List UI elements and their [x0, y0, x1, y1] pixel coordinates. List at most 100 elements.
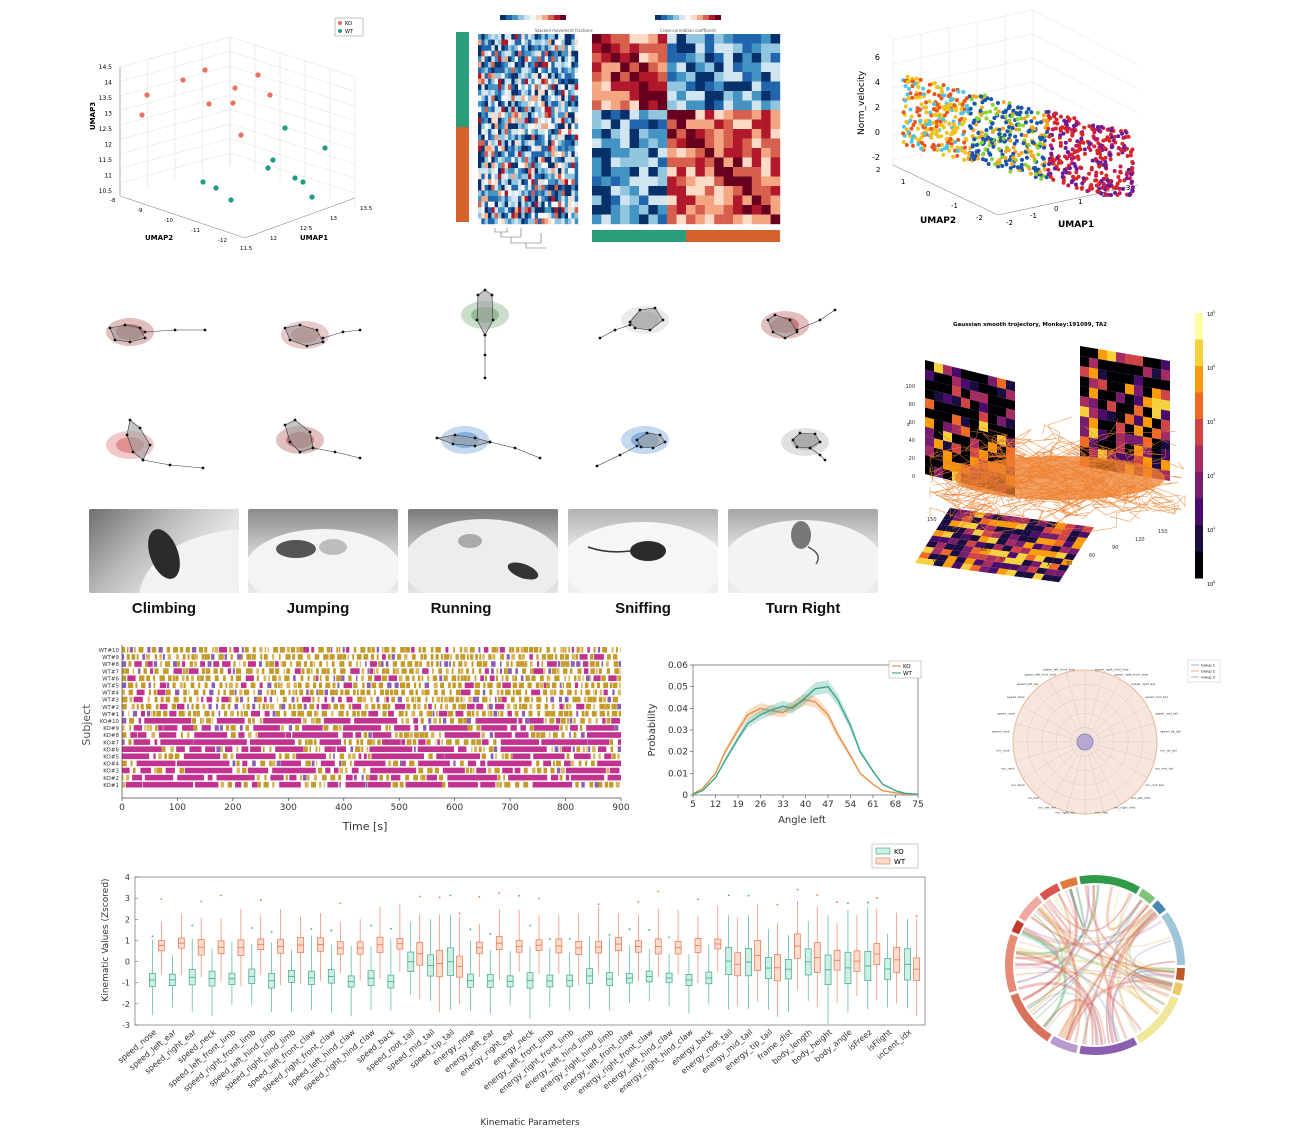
ethogram-bout [461, 690, 471, 696]
traj-wall-cell [1089, 368, 1098, 380]
heat-cell-left [555, 174, 559, 180]
heat-cell-left [538, 107, 542, 113]
pose-keypoint [322, 341, 325, 344]
line-plot-frame [693, 665, 918, 795]
ethogram-bout [389, 675, 398, 681]
heat-cell-right [695, 63, 705, 73]
heat-cell-left [555, 90, 559, 96]
heat-cell-left [548, 101, 552, 107]
ethogram-bout [182, 675, 185, 681]
vel-point [1046, 168, 1050, 172]
ethogram-bout [387, 683, 391, 689]
heat-cell-left [495, 202, 499, 208]
vel-point [941, 117, 945, 121]
heat-cell-left [571, 51, 575, 57]
traj-wall-cell [1125, 354, 1134, 366]
vel-point [1012, 146, 1016, 150]
umap-point-ko [255, 72, 260, 77]
trajectory-chart: Gaussian smooth trojectory, Monkey:19109… [895, 308, 1225, 598]
ethogram-bout [197, 675, 200, 681]
heat-cell-left [551, 213, 555, 219]
ethogram-bout [487, 683, 492, 689]
ethogram-bout [316, 690, 318, 696]
ethogram-bout [288, 704, 291, 710]
ethogram-bout [483, 654, 485, 660]
ethogram-bout [531, 690, 540, 696]
ethogram-bout [472, 711, 474, 717]
heat-cell-left [568, 157, 572, 163]
heat-cell-left [565, 174, 569, 180]
ethogram-bout [146, 675, 150, 681]
heat-cell-right [742, 177, 752, 187]
heat-cell-left [541, 34, 545, 40]
ethogram-bout [333, 754, 335, 760]
heat-cell-left [545, 168, 549, 174]
heat-cell-right [630, 44, 640, 54]
heat-cell-left [501, 84, 505, 90]
ethogram-bout [458, 668, 460, 674]
ethogram-bout [325, 746, 333, 752]
heat-cell-left [565, 84, 569, 90]
heat-cell-right [667, 186, 677, 196]
bottom-bar-wt [592, 230, 686, 242]
heat-cell-left [525, 51, 529, 57]
ethogram-bout [482, 739, 489, 745]
ethogram-bout [536, 732, 540, 738]
heat-cell-left [548, 40, 552, 46]
heat-cell-left [478, 68, 482, 74]
heat-cell-right [761, 205, 771, 215]
ethogram-bout [575, 654, 578, 660]
heat-cell-right [705, 110, 715, 120]
heat-cell-right [724, 158, 734, 168]
vel-point [976, 131, 980, 135]
heat-cell-left [521, 56, 525, 62]
heat-cell-left [545, 112, 549, 118]
trajectory-panel: Gaussian smooth trojectory, Monkey:19109… [895, 308, 1225, 598]
pose-keypoint [772, 331, 775, 334]
vel-point [987, 162, 991, 166]
heat-cell-left [488, 168, 492, 174]
vel-point [1000, 164, 1004, 168]
heat-cell-left [488, 68, 492, 74]
ethogram-bout [489, 746, 494, 752]
heat-cell-right [686, 196, 696, 206]
ethogram-subject-label: KO#7 [103, 740, 119, 746]
boxplot-outlier-wt [816, 894, 818, 896]
velocity-xlabel: UMAP1 [1058, 220, 1094, 230]
vel-point [1116, 152, 1120, 156]
ethogram-bout [264, 654, 268, 660]
vel-point [915, 77, 919, 81]
ethogram-bout [362, 668, 364, 674]
heat-cell-left [558, 123, 562, 129]
heat-cell-right [771, 34, 781, 44]
traj-colorbar-segment [1195, 313, 1203, 340]
ethogram-bout [586, 704, 591, 710]
ethogram-bout [357, 654, 362, 660]
heat-cell-right [601, 167, 611, 177]
heat-cell-right [733, 53, 743, 63]
ethogram-bout [122, 761, 127, 767]
heat-cell-left [571, 190, 575, 196]
ethogram-bout [422, 675, 424, 681]
ethogram-bout [512, 754, 530, 760]
ethogram-bout [377, 739, 380, 745]
heat-cell-left [511, 56, 515, 62]
heat-cell-right [601, 215, 611, 225]
heat-cell-left [571, 196, 575, 202]
umap-legend: KO WT [335, 18, 363, 36]
ethogram-bout [603, 683, 608, 689]
pose-tail [490, 442, 540, 458]
heat-cell-left [491, 68, 495, 74]
pose-keypoint [539, 457, 542, 460]
line-xtick: 75 [912, 800, 923, 810]
heat-cell-left [498, 140, 502, 146]
ethogram-bout [132, 654, 136, 660]
ethogram-bout [145, 661, 147, 667]
vel-point [1113, 141, 1117, 145]
heat-colorbar-right [673, 15, 679, 20]
heat-cell-left [478, 79, 482, 85]
traj-wall-cell [1134, 355, 1143, 367]
heat-cell-right [630, 82, 640, 92]
vel-ytick: -2 [976, 214, 983, 222]
ethogram-bout [168, 675, 172, 681]
